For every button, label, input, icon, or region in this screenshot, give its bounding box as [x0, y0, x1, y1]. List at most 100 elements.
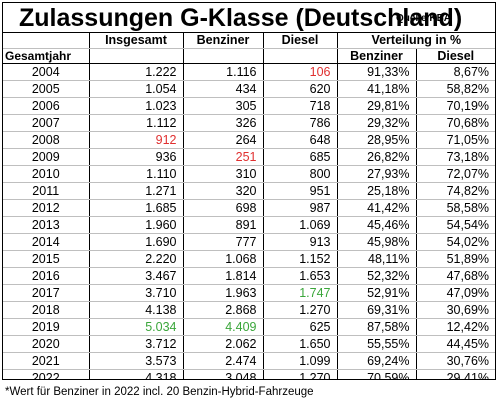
- cell-year: 2008: [3, 131, 90, 149]
- cell-diesel-pct: 58,58%: [416, 199, 495, 217]
- source-label: Quelle KBA: [396, 13, 452, 24]
- cell-petrol: 305: [183, 97, 264, 115]
- table-row: 2017 3.710 1.963 1.747 52,91% 47,09%: [3, 284, 495, 302]
- header-year: Gesamtjahr: [3, 48, 90, 64]
- cell-total: 1.690: [89, 233, 184, 251]
- cell-total: 4.318: [89, 369, 184, 379]
- cell-diesel-pct: 51,89%: [416, 250, 495, 268]
- cell-total: 1.110: [89, 165, 184, 183]
- header-petrol-pct: Benziner: [337, 48, 417, 64]
- cell-diesel-pct: 54,54%: [416, 216, 495, 234]
- cell-total: 2.220: [89, 250, 184, 268]
- table-row: 2022 4.318 3.048 1.270 70,59% 29,41%: [3, 369, 495, 380]
- table-row: 2011 1.271 320 951 25,18% 74,82%: [3, 182, 495, 200]
- cell-year: 2022: [3, 369, 90, 379]
- cell-year: 2014: [3, 233, 90, 251]
- cell-petrol-pct: 52,32%: [337, 267, 417, 285]
- cell-diesel-pct: 47,68%: [416, 267, 495, 285]
- cell-petrol-pct: 45,46%: [337, 216, 417, 234]
- cell-petrol: 326: [183, 114, 264, 132]
- cell-total: 1.023: [89, 97, 184, 115]
- cell-petrol-pct: 29,81%: [337, 97, 417, 115]
- cell-total: 3.712: [89, 335, 184, 353]
- table-row: 2008 912 264 648 28,95% 71,05%: [3, 131, 495, 149]
- cell-total: 1.112: [89, 114, 184, 132]
- cell-diesel-pct: 58,82%: [416, 80, 495, 98]
- cell-diesel-pct: 74,82%: [416, 182, 495, 200]
- table-row: 2021 3.573 2.474 1.099 69,24% 30,76%: [3, 352, 495, 370]
- cell-total: 936: [89, 148, 184, 166]
- table-row: 2005 1.054 434 620 41,18% 58,82%: [3, 80, 495, 98]
- cell-petrol: 2.868: [183, 301, 264, 319]
- cell-year: 2015: [3, 250, 90, 268]
- table-row: 2012 1.685 698 987 41,42% 58,58%: [3, 199, 495, 217]
- cell-diesel: 1.099: [263, 352, 338, 370]
- cell-diesel-pct: 70,19%: [416, 97, 495, 115]
- cell-diesel: 1.653: [263, 267, 338, 285]
- cell-petrol-pct: 41,18%: [337, 80, 417, 98]
- cell-petrol-pct: 69,24%: [337, 352, 417, 370]
- cell-year: 2013: [3, 216, 90, 234]
- cell-diesel: 648: [263, 131, 338, 149]
- cell-petrol: 698: [183, 199, 264, 217]
- cell-petrol: 264: [183, 131, 264, 149]
- cell-year: 2009: [3, 148, 90, 166]
- registration-table-frame: Zulassungen G-Klasse (Deutschland) Quell…: [2, 2, 496, 380]
- table-row: 2016 3.467 1.814 1.653 52,32% 47,68%: [3, 267, 495, 285]
- cell-year: 2004: [3, 63, 90, 81]
- cell-total: 1.271: [89, 182, 184, 200]
- cell-year: 2007: [3, 114, 90, 132]
- cell-diesel: 786: [263, 114, 338, 132]
- table-title: Zulassungen G-Klasse (Deutschland): [19, 4, 463, 32]
- table-row: 2020 3.712 2.062 1.650 55,55% 44,45%: [3, 335, 495, 353]
- cell-diesel-pct: 8,67%: [416, 63, 495, 81]
- cell-diesel: 620: [263, 80, 338, 98]
- subheader-empty-petrol: [183, 48, 264, 64]
- cell-petrol-pct: 25,18%: [337, 182, 417, 200]
- cell-year: 2005: [3, 80, 90, 98]
- cell-petrol-pct: 41,42%: [337, 199, 417, 217]
- cell-year: 2016: [3, 267, 90, 285]
- cell-petrol-pct: 26,82%: [337, 148, 417, 166]
- cell-total: 5.034: [89, 318, 184, 336]
- cell-year: 2019: [3, 318, 90, 336]
- cell-diesel: 106: [263, 63, 338, 81]
- cell-petrol: 1.963: [183, 284, 264, 302]
- cell-diesel-pct: 29,41%: [446, 370, 490, 380]
- cell-petrol-pct: 69,31%: [337, 301, 417, 319]
- cell-total: 1.685: [89, 199, 184, 217]
- cell-year: 2012: [3, 199, 90, 217]
- cell-diesel: 1.069: [263, 216, 338, 234]
- cell-diesel: 800: [263, 165, 338, 183]
- cell-petrol: 3.048: [183, 369, 264, 379]
- cell-petrol: 2.062: [183, 335, 264, 353]
- cell-diesel-pct: 30,76%: [416, 352, 495, 370]
- cell-diesel-pct: 71,05%: [416, 131, 495, 149]
- cell-total: 912: [89, 131, 184, 149]
- cell-diesel-pct: 47,09%: [416, 284, 495, 302]
- cell-petrol-pct: 55,55%: [337, 335, 417, 353]
- cell-petrol-pct: 28,95%: [337, 131, 417, 149]
- cell-petrol-pct: 27,93%: [337, 165, 417, 183]
- cell-diesel: 625: [263, 318, 338, 336]
- table-row: 2015 2.220 1.068 1.152 48,11% 51,89%: [3, 250, 495, 268]
- cell-diesel: 1.747: [263, 284, 338, 302]
- table-row: 2004 1.222 1.116 106 91,33% 8,67%: [3, 63, 495, 81]
- cell-diesel: 913: [263, 233, 338, 251]
- cell-year: 2006: [3, 97, 90, 115]
- header-row: Insgesamt Benziner Diesel Verteilung in …: [3, 33, 495, 49]
- cell-petrol: 1.814: [183, 267, 264, 285]
- table-row: 2007 1.112 326 786 29,32% 70,68%: [3, 114, 495, 132]
- header-diesel: Diesel: [263, 33, 338, 49]
- cell-petrol: 320: [183, 182, 264, 200]
- cell-diesel: 987: [263, 199, 338, 217]
- cell-petrol-pct: 70,59%: [337, 369, 417, 379]
- cell-year: 2020: [3, 335, 90, 353]
- table-row: 2006 1.023 305 718 29,81% 70,19%: [3, 97, 495, 115]
- table-row: 2018 4.138 2.868 1.270 69,31% 30,69%: [3, 301, 495, 319]
- table-row: 2014 1.690 777 913 45,98% 54,02%: [3, 233, 495, 251]
- cell-year: 2011: [3, 182, 90, 200]
- cell-petrol-pct: 45,98%: [337, 233, 417, 251]
- cell-diesel-pct: 73,18%: [416, 148, 495, 166]
- cell-petrol: 777: [183, 233, 264, 251]
